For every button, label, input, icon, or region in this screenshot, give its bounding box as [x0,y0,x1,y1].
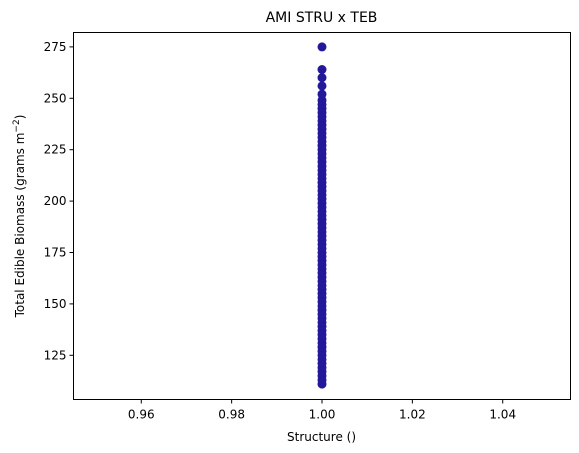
y-axis-label-sup: −2 [12,119,22,132]
data-point [317,42,327,52]
data-point [317,73,327,83]
y-tick-label: 150 [44,297,67,311]
x-tick-label: 1.04 [489,408,516,422]
x-tick-label: 1.00 [309,408,336,422]
data-point [317,65,327,75]
y-tick-label: 200 [44,194,67,208]
data-point [317,81,327,91]
y-axis-label: Total Edible Biomass (grams m−2) [12,115,27,319]
chart-title: AMI STRU x TEB [266,10,378,26]
scatter-points [317,42,327,389]
y-tick-label: 250 [44,91,67,105]
y-axis-label-main: Total Edible Biomass (grams m [13,133,27,319]
y-axis-label-tail: ) [13,115,27,120]
x-axis-label: Structure () [287,430,356,444]
x-tick-label: 1.02 [399,408,426,422]
y-tick-label: 125 [44,348,67,362]
x-tick-label: 0.96 [128,408,155,422]
y-tick-label: 275 [44,40,67,54]
x-tick-label: 0.98 [218,408,245,422]
x-axis-ticks: 0.96 0.98 1.00 1.02 1.04 [128,399,516,422]
y-axis-ticks: 125 150 175 200 225 250 275 [44,40,74,362]
y-tick-label: 225 [44,143,67,157]
data-point [317,89,327,99]
y-tick-label: 175 [44,245,67,259]
data-point [317,95,327,105]
